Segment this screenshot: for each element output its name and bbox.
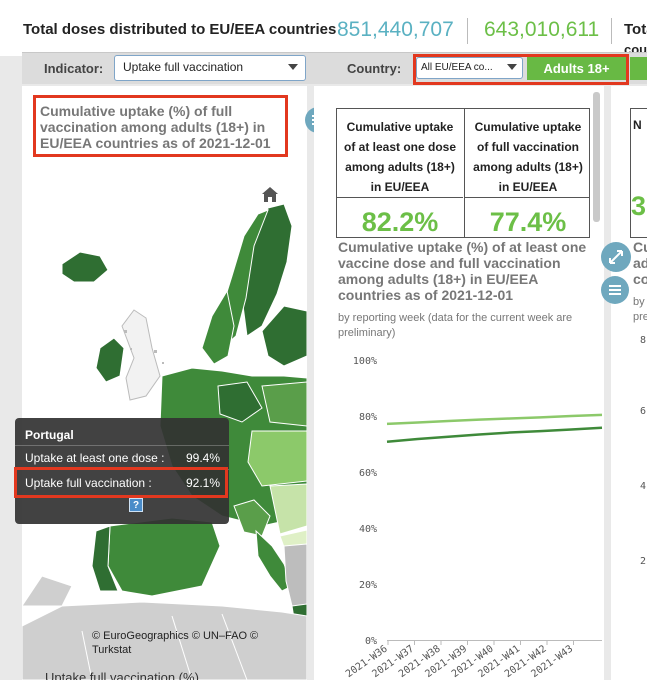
line-chart-title: Cumulative uptake (%) of at least one va…	[338, 239, 598, 303]
country-label: Country:	[347, 61, 402, 76]
summary-header: Total doses distributed to EU/EEA countr…	[0, 0, 647, 57]
uptake-line-chart[interactable]: 0% 20% 40% 60% 80% 100% 2021-W362021-W372021-…	[330, 348, 605, 680]
map-legend-title: Uptake full vaccination (%)	[45, 670, 199, 680]
right-chart-subtitle-line: pre	[633, 311, 647, 323]
header-cut-title: Tota	[624, 21, 647, 38]
tooltip-row-label: Uptake full vaccination :	[25, 476, 152, 490]
right-chart-title-line: Cu	[633, 239, 647, 255]
right-chart-subtitle-line: by	[633, 296, 645, 308]
y-tick-label: 20%	[359, 580, 377, 591]
right-kpi-label: N	[633, 118, 642, 132]
highlight-box	[14, 467, 228, 498]
kpi-value: 82.2%	[361, 207, 439, 237]
right-chart-tick: 2	[640, 556, 647, 567]
tooltip-divider	[15, 445, 229, 446]
chevron-down-icon	[288, 64, 298, 70]
right-chart-title-line: ad	[633, 255, 647, 271]
kpi-label: Cumulative uptake of full vaccination am…	[465, 109, 589, 198]
europe-map[interactable]	[22, 86, 307, 680]
home-icon[interactable]	[261, 186, 279, 203]
kpi-one-dose: Cumulative uptake of at least one dose a…	[337, 109, 464, 237]
indicator-select[interactable]: Uptake full vaccination	[114, 55, 306, 81]
y-tick-label: 80%	[359, 412, 377, 423]
tooltip-row-value: 99.4%	[185, 451, 220, 465]
y-tick-label: 40%	[359, 524, 377, 535]
expand-icon	[609, 250, 623, 264]
tooltip-row-full-vaccination: Uptake full vaccination : 92.1%	[25, 476, 220, 490]
tooltip-country: Portugal	[25, 428, 74, 442]
right-chart-tick: 4	[640, 481, 647, 492]
chart-menu-button[interactable]	[601, 276, 629, 304]
y-tick-label: 0%	[365, 636, 377, 647]
right-chart-title-line: co	[633, 271, 647, 287]
indicator-label: Indicator:	[44, 61, 104, 76]
y-tick-label: 100%	[353, 356, 377, 367]
chevron-down-icon	[507, 64, 517, 70]
header-divider	[611, 18, 612, 44]
adults-18-button[interactable]: Adults 18+	[527, 57, 626, 80]
header-divider	[467, 18, 468, 44]
help-icon[interactable]: ?	[129, 498, 143, 512]
map-credit: © EuroGeographics © UN–FAO © Turkstat	[92, 630, 259, 656]
country-tooltip: Portugal Uptake at least one dose : 99.4…	[15, 418, 229, 524]
next-group-button[interactable]	[630, 57, 647, 80]
right-kpi-table	[630, 108, 647, 238]
map-panel	[22, 86, 307, 680]
right-chart-tick: 8	[640, 335, 647, 346]
x-axis: 2021-W362021-W372021-W382021-W392021-W40…	[344, 640, 575, 680]
highlight-box	[33, 95, 288, 157]
map-title: Cumulative uptake (%) of full vaccinatio…	[40, 103, 271, 151]
y-axis: 0% 20% 40% 60% 80% 100%	[353, 356, 377, 647]
tooltip-row-one-dose: Uptake at least one dose : 99.4%	[25, 451, 220, 465]
right-panel	[611, 86, 647, 680]
expand-button[interactable]	[601, 242, 631, 272]
country-select[interactable]: All EU/EEA co...	[416, 57, 523, 79]
kpi-full-vaccination: Cumulative uptake of full vaccination am…	[464, 109, 589, 237]
tooltip-row-value: 92.1%	[185, 476, 220, 490]
line-chart-subtitle: by reporting week (data for the current …	[338, 312, 573, 339]
country-select-value: All EU/EEA co...	[421, 62, 493, 73]
y-tick-label: 60%	[359, 468, 377, 479]
series-line-at-least-one-dose[interactable]	[386, 413, 603, 426]
total-administered-value: 643,010,611	[484, 18, 600, 41]
kpi-scrollbar[interactable]	[593, 92, 600, 222]
right-chart-tick: 6	[640, 406, 647, 417]
highlight-box	[413, 54, 629, 85]
kpi-table: Cumulative uptake of at least one dose a…	[336, 108, 590, 238]
indicator-select-value: Uptake full vaccination	[123, 60, 244, 74]
tooltip-row-label: Uptake at least one dose :	[25, 451, 165, 465]
kpi-value: 77.4%	[489, 207, 567, 237]
total-distributed-value: 851,440,707	[337, 18, 454, 41]
kpi-label: Cumulative uptake of at least one dose a…	[337, 109, 463, 198]
right-kpi-value: 3	[631, 191, 647, 221]
series-lines	[386, 413, 603, 444]
header-title: Total doses distributed to EU/EEA countr…	[23, 21, 337, 38]
series-line-full-vaccination[interactable]	[386, 426, 603, 444]
